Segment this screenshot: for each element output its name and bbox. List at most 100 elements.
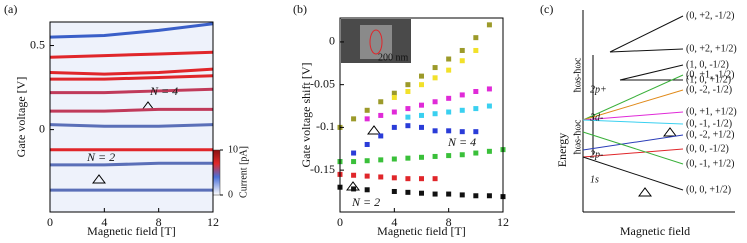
point: [351, 116, 357, 122]
level-line: [582, 156, 684, 191]
point: [351, 150, 357, 156]
panel-label: (c): [540, 2, 553, 16]
point: [473, 150, 479, 156]
colorbar-label: Current [pA]: [238, 146, 249, 198]
point: [432, 191, 438, 197]
point: [351, 186, 357, 192]
trace: [50, 123, 213, 128]
point: [364, 141, 370, 147]
level-line: [582, 74, 684, 121]
annotation: N = 2: [351, 195, 380, 209]
y-tick-label: -0.15: [310, 162, 335, 176]
point: [405, 106, 411, 112]
trace: [50, 74, 213, 81]
trace: [50, 161, 213, 167]
x-axis-label: Magnetic field [T]: [87, 224, 176, 238]
level-line: [582, 119, 684, 125]
point: [446, 56, 452, 62]
point: [473, 106, 479, 112]
point: [405, 176, 411, 182]
y-axis-label: Energy: [555, 133, 569, 167]
point: [419, 154, 424, 160]
level-label: (0, -1, -1/2): [686, 118, 732, 129]
orbital-label: 2p+: [590, 84, 607, 95]
point: [405, 88, 411, 94]
x-tick-label: 4: [101, 215, 107, 229]
x-tick-label: 12: [207, 215, 219, 229]
annotation: N = 4: [149, 84, 178, 98]
point: [486, 193, 492, 199]
panel-label: (b): [293, 2, 307, 16]
level-line: [582, 89, 684, 121]
point: [364, 187, 370, 193]
trace: [50, 67, 213, 76]
level-line: [582, 131, 684, 165]
annotation: N = 2: [86, 150, 115, 164]
x-axis-label: Magnetic field: [620, 224, 690, 238]
plot-frame: [339, 17, 504, 213]
colorbar-tick-label: 10: [228, 144, 238, 155]
gap-label: ħωs-ħωc: [572, 119, 583, 154]
y-tick-label: -0.05: [310, 76, 335, 90]
point: [391, 90, 397, 96]
inset-dot: [369, 29, 383, 55]
point: [419, 190, 424, 196]
level-label: (0, -2, -1/2): [686, 84, 732, 95]
point: [391, 175, 397, 181]
point: [405, 155, 411, 161]
y-tick-label: 0.5: [30, 37, 45, 51]
level-label: (0, 0, +1/2): [686, 184, 731, 195]
point: [419, 124, 424, 130]
level-line: [582, 134, 684, 151]
point: [446, 67, 452, 73]
point: [432, 99, 438, 105]
heatmap-background: [50, 22, 213, 212]
colorbar-tick-label: 0: [228, 189, 233, 200]
point: [405, 82, 411, 88]
x-axis-label: Magnetic field [T]: [377, 224, 466, 238]
point: [432, 153, 438, 159]
point: [419, 102, 424, 108]
level-label: (0, +2, +1/2): [686, 43, 737, 54]
point: [459, 152, 465, 158]
point: [459, 107, 465, 113]
y-tick-label: 0: [329, 34, 335, 48]
level-label: (0, +1, -1/2): [686, 69, 734, 80]
inset-structure: [360, 25, 392, 59]
point: [419, 112, 424, 118]
point: [378, 174, 384, 180]
colorbar: [212, 149, 221, 196]
x-tick-label: 12: [497, 215, 509, 229]
point: [405, 114, 411, 120]
point: [446, 95, 452, 101]
panel-label: (a): [4, 2, 17, 16]
point: [351, 172, 357, 178]
y-axis-label: Gate voltage shift [V]: [299, 63, 313, 168]
orbital-label: 2p-: [590, 149, 603, 160]
level-line: [582, 111, 684, 121]
y-tick-label: 0: [39, 121, 45, 135]
orbital-label: 3d-: [589, 112, 603, 123]
point: [459, 47, 465, 53]
point: [364, 173, 370, 179]
y-axis-label: Gate voltage [V]: [14, 77, 28, 158]
point: [473, 129, 479, 135]
level-label: (0, +2, -1/2): [686, 10, 734, 21]
plot-frame: [49, 21, 214, 213]
point: [405, 123, 411, 129]
point: [473, 193, 479, 199]
point: [391, 124, 397, 130]
trace: [50, 22, 213, 39]
gap-label: ħωs-ħωc: [572, 57, 583, 92]
point: [432, 128, 438, 134]
scale-bar-label: 200 nm: [378, 52, 409, 63]
point: [432, 75, 438, 81]
point: [378, 112, 384, 118]
point: [459, 58, 465, 64]
point: [419, 176, 424, 182]
point: [378, 133, 384, 139]
level-label: (1, 0, -1/2): [686, 59, 729, 70]
point: [473, 47, 479, 53]
point: [432, 111, 438, 117]
marker-triangle: [638, 187, 652, 197]
